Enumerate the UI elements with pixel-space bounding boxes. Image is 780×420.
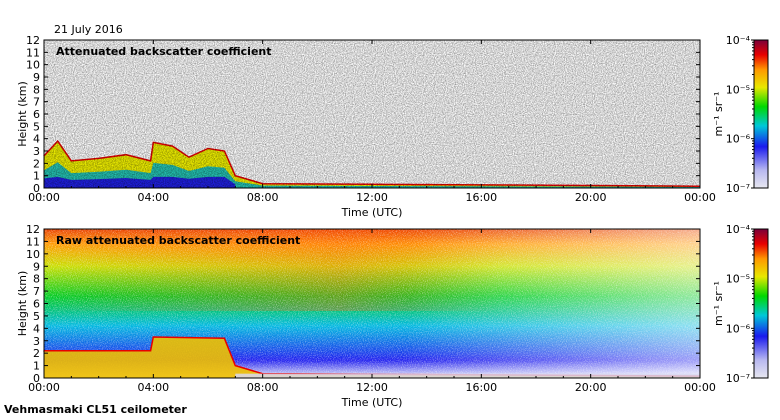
y-tick-label: 5 <box>33 120 40 133</box>
heatmap-bottom-fill <box>43 229 701 378</box>
heatmap-top-fill <box>43 40 701 188</box>
speckle-overlay-top <box>44 40 700 188</box>
y-tick-label: 0 <box>33 372 40 385</box>
y-tick-label: 2 <box>33 347 40 360</box>
colorbar-tick-label: 10⁻⁶ <box>726 322 751 335</box>
y-tick-label: 4 <box>33 322 40 335</box>
colorbar-tick-label: 10⁻⁵ <box>726 83 750 96</box>
panel-title-top: Attenuated backscatter coefficient <box>56 45 272 58</box>
x-axis-label-bottom: Time (UTC) <box>341 396 403 409</box>
x-tick-label: 16:00 <box>465 191 497 204</box>
colorbar-tick-label: 10⁻⁴ <box>726 34 751 47</box>
x-tick-label: 16:00 <box>465 381 497 394</box>
y-tick-label: 8 <box>33 83 40 96</box>
x-ticks-bottom: 00:00 04:00 08:00 12:00 16:00 20:00 00:00 <box>28 229 716 394</box>
y-tick-label: 7 <box>33 96 40 109</box>
colorbar-scale <box>753 228 769 379</box>
y-tick-label: 11 <box>26 46 40 59</box>
colorbar-tick-label: 10⁻⁴ <box>726 223 751 236</box>
layer-edge-bottom <box>43 336 701 377</box>
x-tick-label: 00:00 <box>684 191 716 204</box>
near-surface-band-bottom <box>235 373 701 378</box>
x-tick-label: 00:00 <box>28 191 60 204</box>
x-tick-label: 08:00 <box>247 191 279 204</box>
y-tick-label: 7 <box>33 285 40 298</box>
y-tick-label: 5 <box>33 310 40 323</box>
panel-top: Attenuated backscatter coefficient 01234… <box>16 34 769 219</box>
colorbar-tick-label: 10⁻⁵ <box>726 273 750 286</box>
y-tick-label: 12 <box>26 223 40 236</box>
colorbar-tick-label: 10⁻⁷ <box>726 372 750 385</box>
panel-bottom: Raw attenuated backscatter coefficient 0… <box>16 223 769 409</box>
y-axis-label-bottom: Height (km) <box>16 271 29 337</box>
x-tick-label: 12:00 <box>356 381 388 394</box>
x-tick-label: 20:00 <box>575 381 607 394</box>
colorbar-top: 10⁻⁷ 10⁻⁶ 10⁻⁵ 10⁻⁴ m⁻¹ sr⁻¹ <box>712 34 769 195</box>
x-axis-label-top: Time (UTC) <box>341 206 403 219</box>
colorbar-scale <box>753 39 769 189</box>
y-tick-label: 6 <box>33 108 40 121</box>
y-tick-label: 8 <box>33 273 40 286</box>
y-tick-label: 1 <box>33 170 40 183</box>
y-tick-label: 9 <box>33 260 40 273</box>
x-tick-label: 08:00 <box>247 381 279 394</box>
y-tick-label: 9 <box>33 71 40 84</box>
y-axis-label-top: Height (km) <box>16 81 29 147</box>
y-tick-label: 11 <box>26 235 40 248</box>
colorbar-bottom: 10⁻⁷ 10⁻⁶ 10⁻⁵ 10⁻⁴ m⁻¹ sr⁻¹ <box>712 223 769 385</box>
colorbar-unit-label: m⁻¹ sr⁻¹ <box>712 92 725 137</box>
x-tick-label: 04:00 <box>137 191 169 204</box>
y-tick-label: 3 <box>33 335 40 348</box>
y-tick-label: 10 <box>26 248 40 261</box>
x-tick-label: 12:00 <box>356 191 388 204</box>
x-tick-label: 00:00 <box>684 381 716 394</box>
colorbar-unit-label: m⁻¹ sr⁻¹ <box>712 281 725 326</box>
y-tick-label: 3 <box>33 145 40 158</box>
y-tick-label: 12 <box>26 34 40 47</box>
y-tick-label: 4 <box>33 133 40 146</box>
layer-fill-bottom <box>44 337 700 378</box>
panel-title-bottom: Raw attenuated backscatter coefficient <box>56 234 300 247</box>
instrument-label: Vehmasmaki CL51 ceilometer <box>4 403 187 416</box>
y-tick-label: 10 <box>26 59 40 72</box>
y-tick-label: 6 <box>33 298 40 311</box>
y-tick-label: 1 <box>33 360 40 373</box>
x-tick-label: 04:00 <box>137 381 169 394</box>
colorbar-tick-label: 10⁻⁶ <box>726 133 751 146</box>
x-tick-label: 20:00 <box>575 191 607 204</box>
date-label: 21 July 2016 <box>54 23 123 36</box>
colorbar-tick-label: 10⁻⁷ <box>726 182 750 195</box>
y-tick-label: 0 <box>33 182 40 195</box>
y-tick-label: 2 <box>33 157 40 170</box>
x-tick-label: 00:00 <box>28 381 60 394</box>
x-ticks-top: 00:00 04:00 08:00 12:00 16:00 20:00 00:00 <box>28 40 716 204</box>
